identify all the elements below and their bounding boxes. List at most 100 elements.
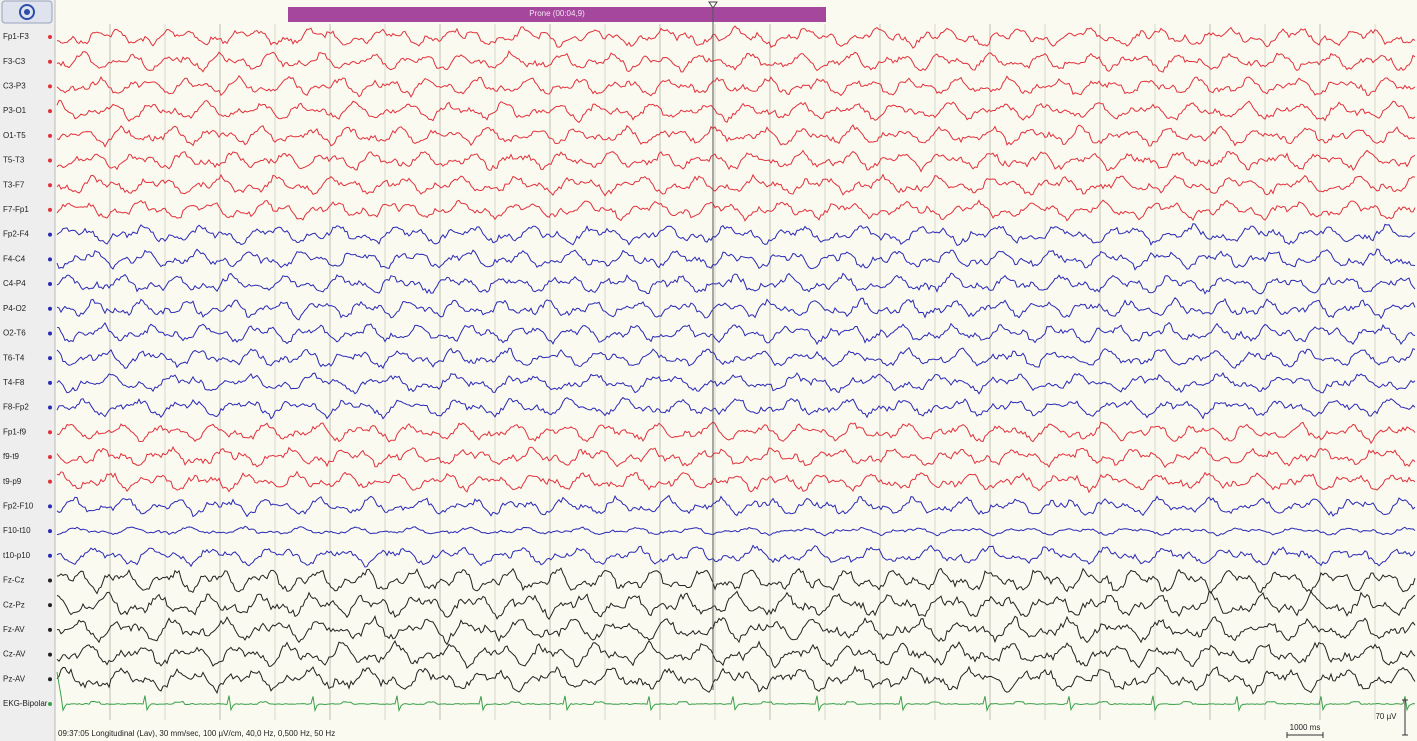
channel-dot <box>48 553 52 558</box>
channel-label: f9-t9 <box>3 452 20 461</box>
eeg-trace <box>56 567 1416 595</box>
channel-dot <box>48 454 52 459</box>
channel-dot <box>48 702 52 706</box>
channel-dot <box>48 84 52 89</box>
channel-label: O1-T5 <box>3 131 26 140</box>
eeg-trace <box>56 347 1416 370</box>
channel-label: C4-P4 <box>3 279 26 288</box>
eeg-trace <box>56 445 1416 469</box>
eeg-trace <box>56 223 1416 246</box>
eeg-trace <box>56 544 1416 568</box>
channel-label: Fp1-F3 <box>3 32 29 41</box>
channel-label: P3-O1 <box>3 106 27 115</box>
event-label: Prone (00:04,9) <box>529 9 585 18</box>
channel-label: Fz-Cz <box>3 576 24 585</box>
eeg-trace <box>56 124 1416 148</box>
channel-label: T6-T4 <box>3 353 25 362</box>
channel-dot <box>48 652 52 657</box>
eeg-trace <box>56 74 1416 98</box>
channel-label: t10-p10 <box>3 551 31 560</box>
channel-dot <box>48 603 52 608</box>
channel-dot <box>48 627 52 632</box>
channel-label: Cz-Pz <box>3 600 25 609</box>
channel-label: T3-F7 <box>3 180 25 189</box>
time-grid <box>109 24 1376 720</box>
event-bar[interactable] <box>288 7 826 22</box>
channel-label: Fp2-F4 <box>3 230 29 239</box>
channel-label: C3-P3 <box>3 82 26 91</box>
eeg-trace <box>56 672 1416 713</box>
amplitude-scale-bar <box>1402 699 1408 736</box>
traces <box>56 25 1416 713</box>
channel-dot <box>48 59 52 64</box>
eeg-trace <box>56 149 1416 173</box>
channel-label: F7-Fp1 <box>3 205 29 214</box>
channel-dot <box>48 109 52 114</box>
channel-dot <box>48 133 52 138</box>
channel-dot <box>48 183 52 188</box>
channel-dot <box>48 207 52 212</box>
channel-label: Fp2-F10 <box>3 501 34 510</box>
cursor-marker[interactable] <box>708 1 718 9</box>
time-scale-label: 1000 ms <box>1290 723 1321 732</box>
eeg-trace <box>56 99 1416 124</box>
channel-dot <box>48 529 52 534</box>
eeg-trace <box>56 297 1416 321</box>
footer-text: 09:37:05 Longitudinal (Lav), 30 mm/sec, … <box>58 729 335 738</box>
eeg-trace <box>56 25 1416 49</box>
channel-label: F3-C3 <box>3 57 26 66</box>
eeg-trace <box>56 321 1416 346</box>
eeg-trace <box>56 639 1416 670</box>
eeg-trace <box>56 615 1416 646</box>
channel-label: Fp1-f9 <box>3 427 27 436</box>
eeg-trace <box>56 396 1416 420</box>
channel-label: EKG-Bipolar <box>3 699 48 708</box>
time-scale-bar <box>1286 732 1324 738</box>
channel-label: t9-p9 <box>3 477 22 486</box>
eeg-trace <box>56 371 1416 395</box>
eeg-trace <box>56 525 1416 537</box>
channel-dot <box>48 282 52 287</box>
eeg-trace <box>56 665 1416 695</box>
eeg-trace <box>56 248 1416 271</box>
channel-label: P4-O2 <box>3 304 27 313</box>
channel-dot <box>48 405 52 410</box>
channel-dot <box>48 578 52 583</box>
channel-dot <box>48 35 52 39</box>
menu-icon-dot <box>24 9 30 15</box>
amplitude-scale-label: 70 µV <box>1375 712 1397 721</box>
eeg-trace <box>56 421 1416 445</box>
channel-label: T5-T3 <box>3 156 25 165</box>
channel-dot <box>48 504 52 509</box>
menu-icon <box>19 4 35 20</box>
channel-dot <box>48 380 52 385</box>
channel-label: Pz-AV <box>3 674 26 683</box>
channel-dot <box>48 479 52 484</box>
channel-label: T4-F8 <box>3 378 25 387</box>
channel-label: F10-t10 <box>3 526 31 535</box>
channel-dot <box>48 232 52 237</box>
eeg-trace <box>56 272 1416 295</box>
label-column <box>0 0 55 741</box>
channel-label: O2-T6 <box>3 329 26 338</box>
eeg-trace <box>56 49 1416 73</box>
channel-dot <box>48 331 52 336</box>
channel-dot <box>48 257 52 262</box>
channel-dot <box>48 430 52 435</box>
eeg-trace <box>56 173 1416 197</box>
channel-label: Cz-AV <box>3 650 26 659</box>
eeg-trace <box>56 590 1416 620</box>
channel-dot <box>48 306 52 311</box>
channel-dot <box>48 356 52 361</box>
eeg-trace <box>56 494 1416 518</box>
channel-label: Fz-AV <box>3 625 25 634</box>
channel-dot <box>48 677 52 682</box>
eeg-trace <box>56 199 1416 222</box>
channel-dot <box>48 158 52 163</box>
channel-label: F4-C4 <box>3 254 26 263</box>
eeg-trace <box>56 470 1416 494</box>
channel-label: F8-Fp2 <box>3 403 29 412</box>
